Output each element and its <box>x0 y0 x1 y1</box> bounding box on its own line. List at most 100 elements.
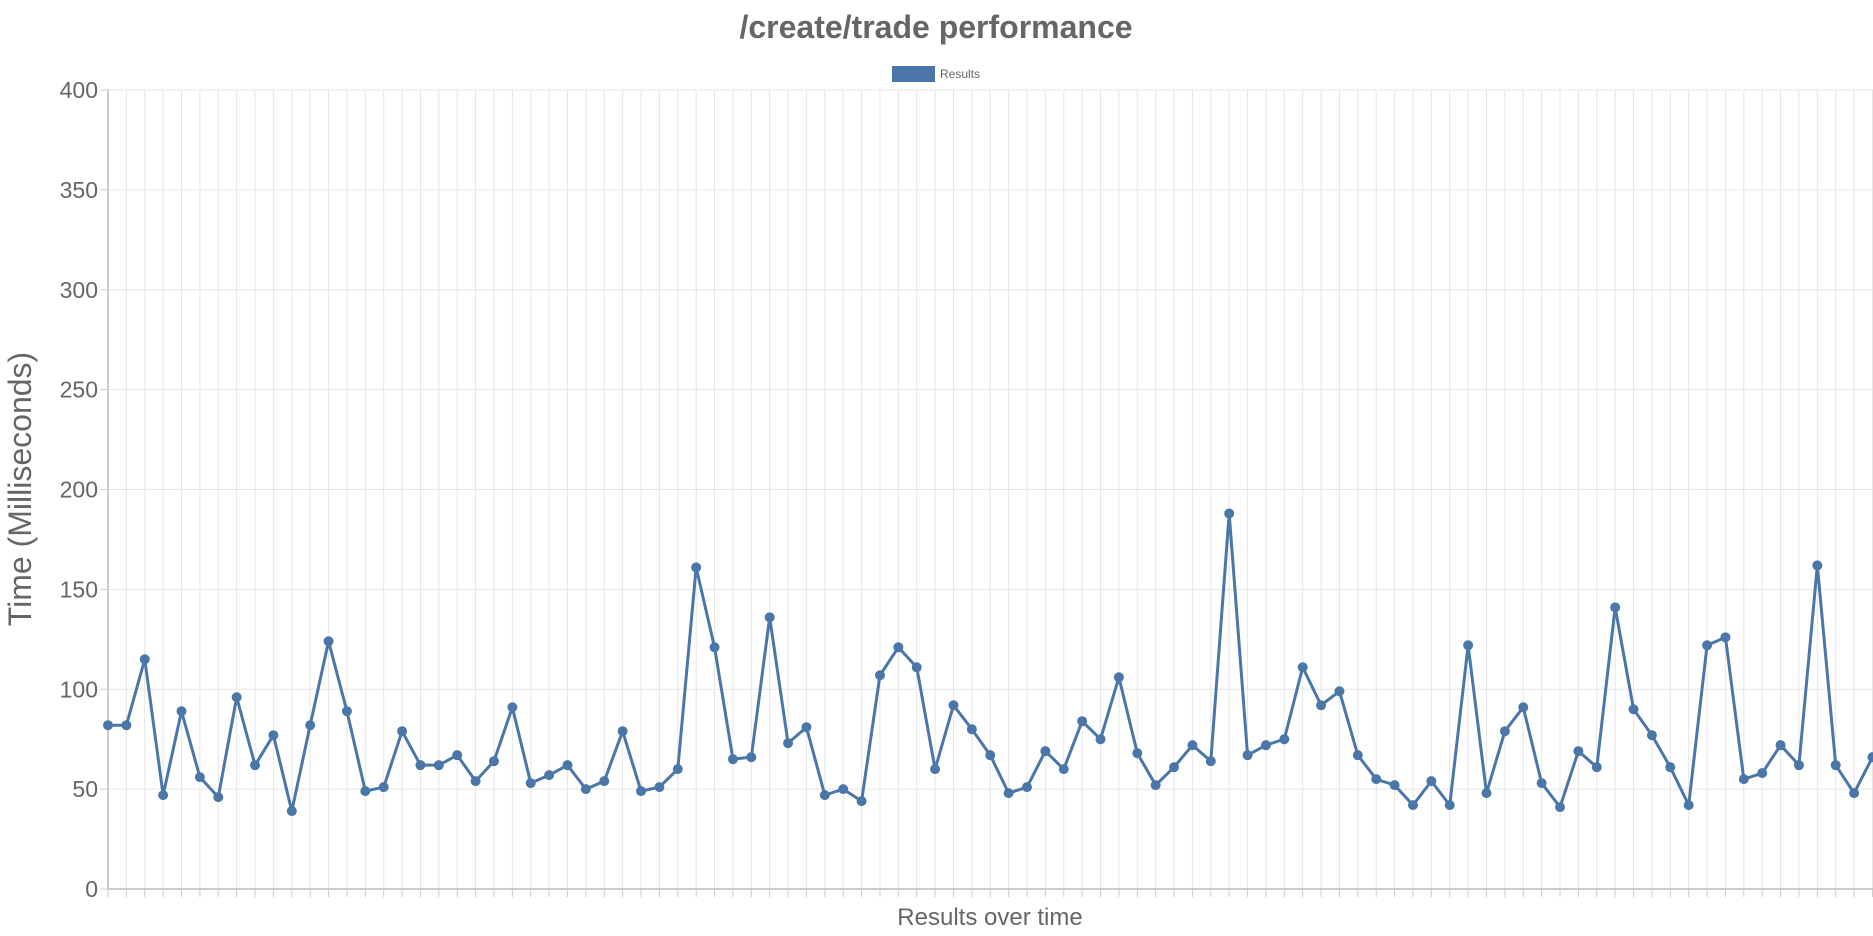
data-point[interactable] <box>1628 704 1639 715</box>
data-point[interactable] <box>1683 800 1694 811</box>
data-point[interactable] <box>1003 788 1014 799</box>
data-point[interactable] <box>1867 752 1873 763</box>
data-point[interactable] <box>1371 774 1382 785</box>
data-point[interactable] <box>378 782 389 793</box>
data-point[interactable] <box>176 706 187 717</box>
data-point[interactable] <box>911 662 922 673</box>
data-point[interactable] <box>1077 716 1088 727</box>
data-point[interactable] <box>433 760 444 771</box>
data-point[interactable] <box>599 776 610 787</box>
data-point[interactable] <box>1646 730 1657 741</box>
data-point[interactable] <box>1169 762 1180 773</box>
data-point[interactable] <box>1555 802 1566 813</box>
data-point[interactable] <box>874 670 885 681</box>
data-point[interactable] <box>1499 726 1510 737</box>
data-point[interactable] <box>1481 788 1492 799</box>
data-point[interactable] <box>268 730 279 741</box>
legend[interactable]: Results <box>892 66 980 82</box>
data-point[interactable] <box>1444 800 1455 811</box>
data-point[interactable] <box>158 790 169 801</box>
data-point[interactable] <box>194 772 205 783</box>
data-point[interactable] <box>452 750 463 761</box>
data-point[interactable] <box>1775 740 1786 751</box>
data-point[interactable] <box>691 562 702 573</box>
data-point[interactable] <box>1463 640 1474 651</box>
data-point[interactable] <box>654 782 665 793</box>
data-point[interactable] <box>323 636 334 647</box>
data-point[interactable] <box>764 612 775 623</box>
data-point[interactable] <box>580 784 591 795</box>
data-point[interactable] <box>727 754 738 765</box>
data-point[interactable] <box>103 720 113 731</box>
data-point[interactable] <box>139 654 150 665</box>
data-point[interactable] <box>1113 672 1124 683</box>
data-point[interactable] <box>1573 746 1584 757</box>
data-point[interactable] <box>672 764 683 775</box>
data-point[interactable] <box>360 786 371 797</box>
data-point[interactable] <box>1591 762 1602 773</box>
data-point[interactable] <box>948 700 959 711</box>
data-point[interactable] <box>1720 632 1731 643</box>
data-point[interactable] <box>1334 686 1345 697</box>
data-point[interactable] <box>1830 760 1841 771</box>
data-point[interactable] <box>1260 740 1271 751</box>
data-point[interactable] <box>286 806 297 817</box>
data-point[interactable] <box>1426 776 1437 787</box>
data-point[interactable] <box>893 642 904 653</box>
data-point[interactable] <box>930 764 941 775</box>
data-point[interactable] <box>985 750 996 761</box>
data-point[interactable] <box>213 792 224 803</box>
data-point[interactable] <box>1536 778 1547 789</box>
data-point[interactable] <box>1040 746 1051 757</box>
data-point[interactable] <box>636 786 647 797</box>
data-point[interactable] <box>1022 782 1032 793</box>
data-point[interactable] <box>1702 640 1713 651</box>
data-point[interactable] <box>525 778 536 789</box>
data-point[interactable] <box>783 738 794 749</box>
data-point[interactable] <box>305 720 316 731</box>
data-point[interactable] <box>470 776 481 787</box>
data-point[interactable] <box>562 760 573 771</box>
data-point[interactable] <box>966 724 977 735</box>
data-point[interactable] <box>617 726 628 737</box>
y-tick-label: 150 <box>60 576 98 602</box>
data-point[interactable] <box>1610 602 1621 613</box>
data-point[interactable] <box>1058 764 1069 775</box>
data-point[interactable] <box>1849 788 1860 799</box>
data-point[interactable] <box>1407 800 1418 811</box>
data-point[interactable] <box>1812 560 1823 571</box>
data-point[interactable] <box>1738 774 1749 785</box>
data-point[interactable] <box>709 642 720 653</box>
data-point[interactable] <box>341 706 352 717</box>
data-point[interactable] <box>746 752 757 763</box>
data-point[interactable] <box>801 722 812 733</box>
data-point[interactable] <box>838 784 849 795</box>
chart-title: /create/trade performance <box>739 9 1132 45</box>
data-point[interactable] <box>397 726 408 737</box>
data-point[interactable] <box>231 692 242 703</box>
data-point[interactable] <box>415 760 426 771</box>
data-point[interactable] <box>507 702 518 713</box>
data-point[interactable] <box>1316 700 1327 711</box>
data-point[interactable] <box>1665 762 1676 773</box>
data-point[interactable] <box>1389 780 1400 791</box>
data-point[interactable] <box>1242 750 1253 761</box>
data-point[interactable] <box>250 760 261 771</box>
data-point[interactable] <box>1224 508 1235 519</box>
data-point[interactable] <box>1187 740 1198 751</box>
data-point[interactable] <box>1352 750 1363 761</box>
data-point[interactable] <box>1095 734 1106 745</box>
data-point[interactable] <box>544 770 555 781</box>
data-point[interactable] <box>488 756 499 767</box>
data-point[interactable] <box>1297 662 1308 673</box>
data-point[interactable] <box>1279 734 1290 745</box>
data-point[interactable] <box>1205 756 1216 767</box>
data-point[interactable] <box>1518 702 1529 713</box>
data-point[interactable] <box>856 796 867 807</box>
data-point[interactable] <box>1132 748 1143 759</box>
data-point[interactable] <box>121 720 132 731</box>
data-point[interactable] <box>1757 768 1768 779</box>
data-point[interactable] <box>1793 760 1804 771</box>
data-point[interactable] <box>819 790 830 801</box>
data-point[interactable] <box>1150 780 1161 791</box>
